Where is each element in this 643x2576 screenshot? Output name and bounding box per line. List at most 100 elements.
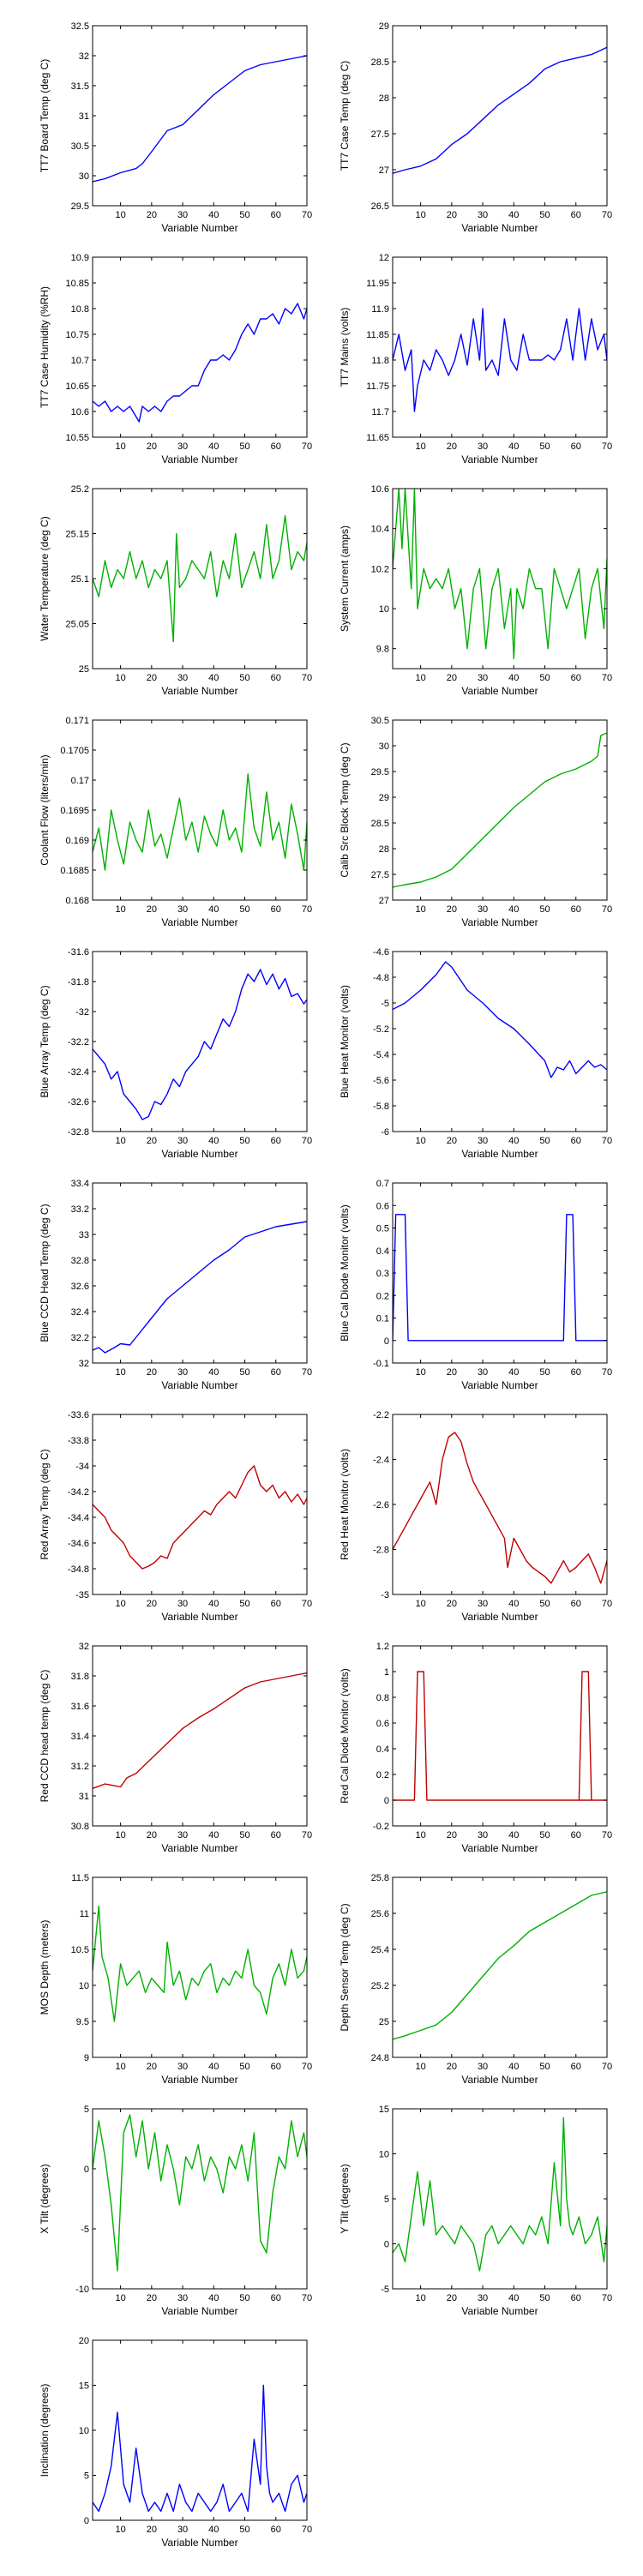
y-tick-label: 32.6 [71,1282,89,1292]
y-tick-label: -34.6 [68,1539,89,1549]
y-tick-label: 30.5 [371,716,389,726]
x-tick-label: 30 [177,673,188,683]
y-tick-label: -0.1 [373,1359,389,1369]
x-tick-label: 20 [147,441,157,452]
x-tick-label: 30 [177,904,188,915]
y-tick-label: 0.6 [376,1719,389,1729]
y-tick-label: 27.5 [371,870,389,880]
x-tick-label: 40 [508,2062,519,2072]
x-axis-label: Variable Number [161,1148,237,1160]
series-line [93,2384,307,2513]
y-axis-label: Red Array Temp (deg C) [39,1449,51,1559]
x-axis-label: Variable Number [161,1379,237,1391]
series-line [393,308,607,412]
x-axis-label: Variable Number [161,2305,237,2317]
y-tick-label: 30.5 [71,141,89,152]
plot-frame [92,719,308,901]
x-axis-label: Variable Number [461,916,538,928]
chart-panel-21: 10 20 30 40 50 60 70 0 5 10 15 20 Variable Number Inc… [39,2336,312,2549]
x-tick-label: 40 [208,673,219,683]
x-tick-label: 60 [271,673,281,683]
series-line [393,732,607,888]
x-tick-label: 30 [478,210,488,220]
series-line [393,1432,607,1584]
x-axis-label: Variable Number [461,1148,538,1160]
x-tick-label: 70 [302,1599,312,1609]
y-tick-label: 1.2 [376,1642,389,1652]
y-tick-label: 0 [384,1336,389,1347]
chart-panel-3: 10 20 30 40 50 60 70 10.55 10.6 10.65 10.7 10.75 10.… [39,253,312,465]
x-axis-label: Variable Number [161,685,237,697]
x-tick-label: 40 [208,2525,219,2535]
y-tick-label: 25.05 [65,620,89,630]
y-axis-label: Red Heat Monitor (volts) [339,1449,351,1560]
x-tick-label: 30 [177,441,188,452]
plot-frame [392,2108,608,2290]
x-axis-label: Variable Number [161,222,237,234]
y-tick-label: 11.85 [366,330,389,340]
y-tick-label: 10.6 [371,484,389,495]
chart-panel-9: 10 20 30 40 50 60 70 -32.8 -32.6 -32.4 -32.2 -32 -31… [39,947,312,1160]
y-tick-label: -32.6 [68,1097,89,1108]
y-tick-label: -6 [381,1127,389,1138]
x-tick-label: 30 [177,1367,188,1378]
y-tick-label: 15 [79,2381,89,2392]
y-tick-label: 15 [379,2105,389,2115]
x-tick-label: 30 [177,2062,188,2072]
series-line [93,1465,307,1570]
x-axis-label: Variable Number [161,1842,237,1854]
series-line [93,55,307,183]
y-tick-label: 9.8 [376,645,389,655]
x-tick-label: 40 [208,904,219,915]
x-tick-label: 50 [239,2062,249,2072]
x-tick-label: 10 [415,1830,425,1840]
x-tick-label: 70 [302,2062,312,2072]
y-tick-label: 28.5 [371,819,389,829]
x-tick-label: 20 [447,2293,457,2303]
y-tick-label: 28.5 [371,57,389,68]
x-tick-label: 70 [602,1367,612,1378]
chart-panel-5: 10 20 30 40 50 60 70 25 25.05 25.1 25.15 25.2 Variab… [39,484,312,697]
y-tick-label: 10.7 [71,356,89,366]
x-tick-label: 10 [115,1599,125,1609]
chart-panel-7: 10 20 30 40 50 60 70 0.168 0.1685 0.169 0.1695 0.17… [39,716,312,928]
y-tick-label: 0 [384,1796,389,1806]
y-tick-label: 33 [79,1230,89,1240]
series-line [93,303,307,423]
plot-frame [392,256,608,438]
y-tick-label: 1 [384,1667,389,1678]
y-tick-label: 10.2 [371,564,389,574]
x-axis-label: Variable Number [461,1842,538,1854]
x-tick-label: 70 [602,2293,612,2303]
y-tick-label: -5.4 [373,1050,389,1060]
chart-panel-10: 10 20 30 40 50 60 70 -6 -5.8 -5.6 -5.4 -5.2 -5 -4.8 -4… [339,947,612,1160]
x-tick-label: 40 [508,1136,519,1146]
x-tick-label: 20 [447,1830,457,1840]
x-tick-label: 60 [571,904,581,915]
x-tick-label: 10 [115,2525,125,2535]
x-tick-label: 30 [478,2293,488,2303]
y-tick-label: 28 [379,844,389,855]
y-tick-label: 27 [379,896,389,906]
x-axis-label: Variable Number [461,222,538,234]
y-tick-label: -5 [381,2285,389,2295]
plot-frame [392,719,608,901]
y-axis-label: Water Temperature (deg C) [39,516,51,640]
x-tick-label: 10 [115,1136,125,1146]
x-tick-label: 40 [508,1830,519,1840]
y-tick-label: 0.1695 [60,806,89,816]
x-tick-label: 60 [571,441,581,452]
y-tick-label: -34 [75,1462,89,1472]
y-tick-label: 11.7 [371,407,389,417]
x-tick-label: 70 [302,1367,312,1378]
y-tick-label: 31.8 [71,1672,89,1682]
x-tick-label: 40 [508,441,519,452]
x-tick-label: 50 [239,2293,249,2303]
y-axis-label: TT7 Mains (volts) [339,308,351,387]
y-tick-label: 0.8 [376,1693,389,1703]
y-tick-label: 27 [379,165,389,176]
x-tick-label: 20 [447,1367,457,1378]
y-tick-label: -32.4 [68,1067,89,1078]
x-tick-label: 40 [208,210,219,220]
y-tick-label: -5.6 [373,1076,389,1086]
